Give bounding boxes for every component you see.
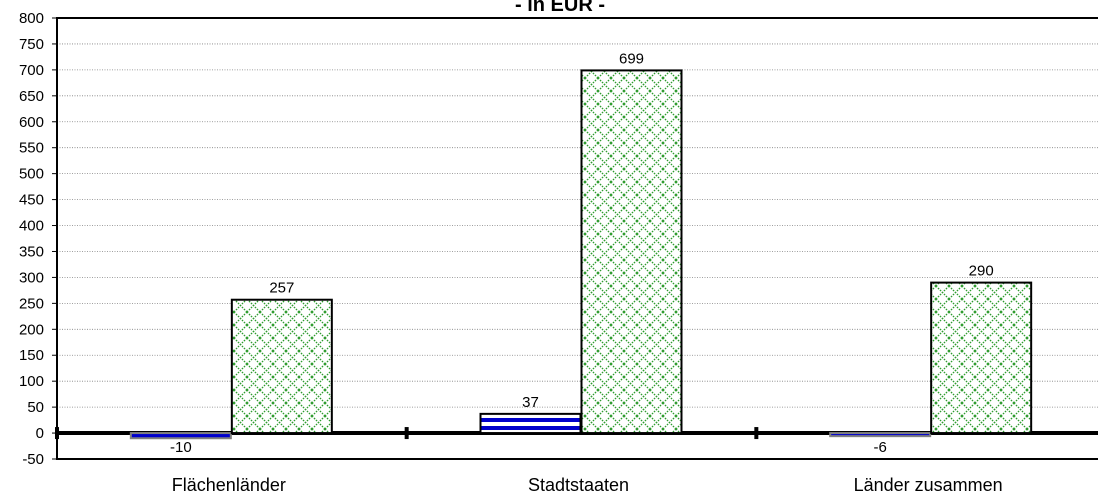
y-tick-label: 650 (19, 88, 44, 105)
plot-area-border (56, 17, 1098, 460)
y-tick-label: 800 (19, 10, 44, 27)
y-tick-label: -50 (22, 451, 44, 468)
bar-flächenländer-series-2 (230, 298, 333, 435)
y-tick-label: 350 (19, 243, 44, 260)
y-tick-label: 550 (19, 140, 44, 157)
bar-stadtstaaten-series-2 (580, 69, 683, 435)
data-label: 290 (969, 263, 994, 280)
bar-flächenländer-series-1 (129, 432, 232, 440)
y-tick-label: 50 (27, 399, 44, 416)
y-tick-label: 150 (19, 347, 44, 364)
y-tick-label: 600 (19, 114, 44, 131)
y-tick-label: 250 (19, 295, 44, 312)
category-label: Stadtstaaten (528, 475, 629, 495)
category-labels: Flächenländer Stadtstaaten Länder zusammen (172, 475, 1003, 495)
y-tick-label: 0 (36, 425, 44, 442)
data-label: 37 (522, 394, 539, 411)
chart-title: - in EUR - (515, 0, 605, 16)
data-label: -10 (170, 439, 192, 456)
data-label: -6 (873, 439, 886, 456)
category-label: Länder zusammen (854, 475, 1003, 495)
data-label: 699 (619, 50, 644, 67)
category-label: Flächenländer (172, 475, 286, 495)
data-labels: -10 257 37 699 -6 290 (170, 50, 994, 456)
y-tick-label: 450 (19, 192, 44, 209)
data-label: 257 (269, 280, 294, 297)
y-tick-label: 200 (19, 321, 44, 338)
y-tick-label: 100 (19, 373, 44, 390)
y-tick-label: 500 (19, 166, 44, 183)
bar-stadtstaaten-series-1 (479, 412, 582, 435)
bar-länder-zusammen-series-1 (829, 432, 932, 438)
bar-länder-zusammen-series-2 (930, 281, 1033, 435)
y-tick-label: 300 (19, 269, 44, 286)
y-tick-label: 750 (19, 36, 44, 53)
y-axis-ticks: 8007507006506005505004504003503002502001… (19, 10, 57, 468)
y-tick-label: 700 (19, 62, 44, 79)
bars (129, 69, 1033, 440)
y-tick-label: 400 (19, 218, 44, 235)
